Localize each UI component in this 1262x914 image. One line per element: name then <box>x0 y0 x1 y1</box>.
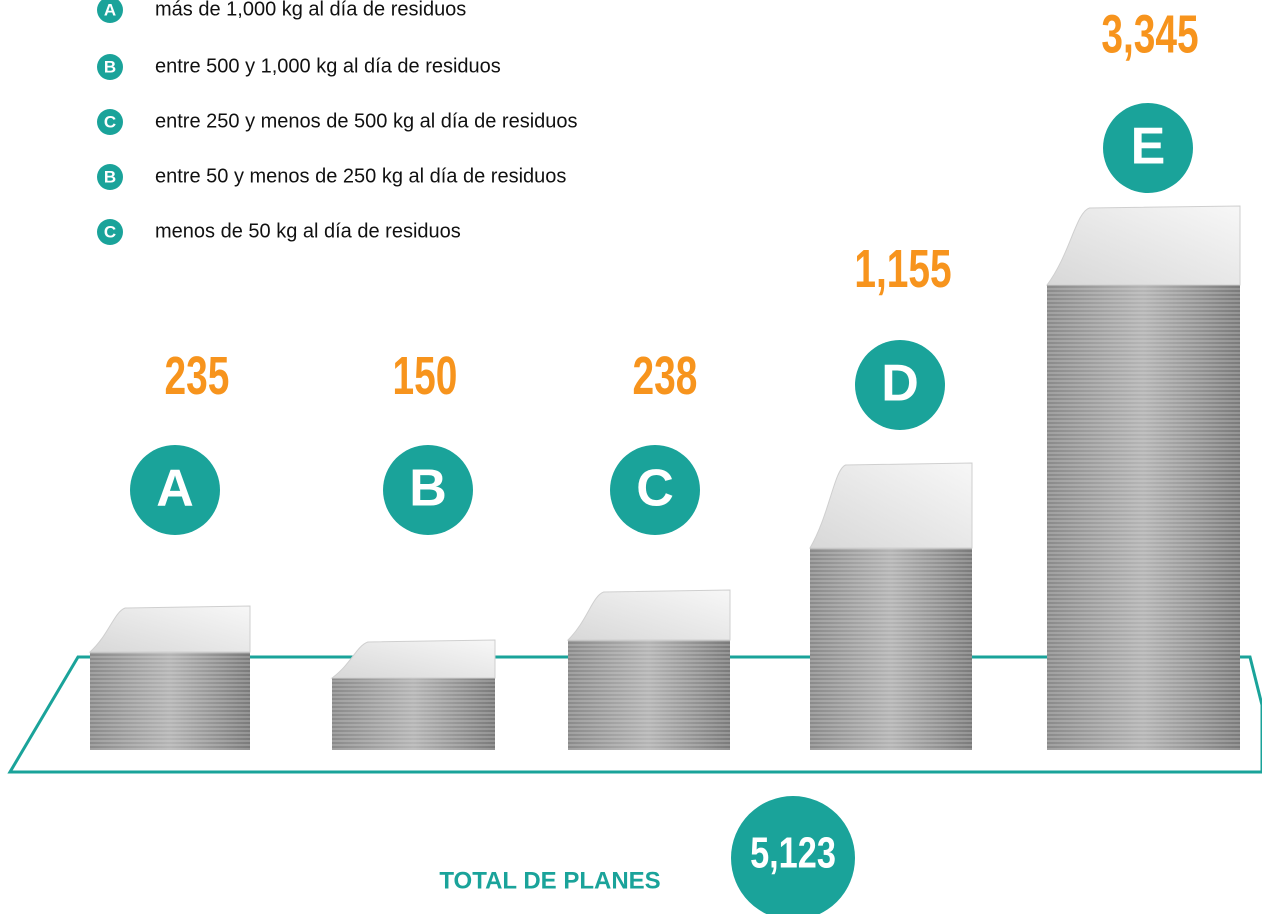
stack-value: 3,345 <box>1101 3 1198 64</box>
paper-stack-lines <box>332 678 495 750</box>
legend-letter: A <box>104 0 116 19</box>
paper-stack-top <box>88 605 251 653</box>
paper-stack-top <box>1045 205 1241 286</box>
stack-badge <box>610 445 700 535</box>
paper-stack-top <box>330 639 496 679</box>
legend-badge <box>97 54 123 80</box>
legend-text: entre 50 y menos de 250 kg al día de res… <box>155 165 566 187</box>
stack-badge <box>383 445 473 535</box>
stack-letter: D <box>881 355 919 413</box>
legend-text: más de 1,000 kg al día de residuos <box>155 0 466 20</box>
paper-stack-top <box>809 462 973 549</box>
paper-stack-lines <box>810 548 972 750</box>
paper-stack-top <box>566 589 731 641</box>
legend-badge <box>97 164 123 190</box>
paper-stack-lines <box>568 640 730 750</box>
total-label: TOTAL DE PLANES <box>439 867 660 894</box>
legend-text: entre 250 y menos de 500 kg al día de re… <box>155 110 578 132</box>
stack-value: 235 <box>165 345 230 406</box>
paper-stack-lines <box>1047 285 1240 750</box>
legend-badge <box>97 219 123 245</box>
stack-letter: C <box>636 460 674 518</box>
legend-badge <box>97 0 123 23</box>
stack-letter: E <box>1131 118 1166 176</box>
legend-letter: C <box>104 222 116 241</box>
stack-letter: B <box>409 460 447 518</box>
stack-badge <box>855 340 945 430</box>
legend-badge <box>97 109 123 135</box>
total-circle <box>731 796 855 914</box>
legend-text: entre 500 y 1,000 kg al día de residuos <box>155 55 501 77</box>
paper-stack-lines <box>90 652 250 750</box>
stack-value: 1,155 <box>854 238 951 299</box>
legend-letter: C <box>104 112 116 131</box>
stack-value: 238 <box>633 345 698 406</box>
stack-letter: A <box>156 460 194 518</box>
stacks <box>88 205 1241 750</box>
stack-value: 150 <box>393 345 458 406</box>
labels: A 235 B 150 C 238 D 1,155 E 3,345 <box>130 3 1199 535</box>
total-value: 5,123 <box>750 829 836 878</box>
legend-text: menos de 50 kg al día de residuos <box>155 220 461 242</box>
legend-letter: B <box>104 57 116 76</box>
legend-letter: B <box>104 167 116 186</box>
stack-badge <box>1103 103 1193 193</box>
stack-badge <box>130 445 220 535</box>
